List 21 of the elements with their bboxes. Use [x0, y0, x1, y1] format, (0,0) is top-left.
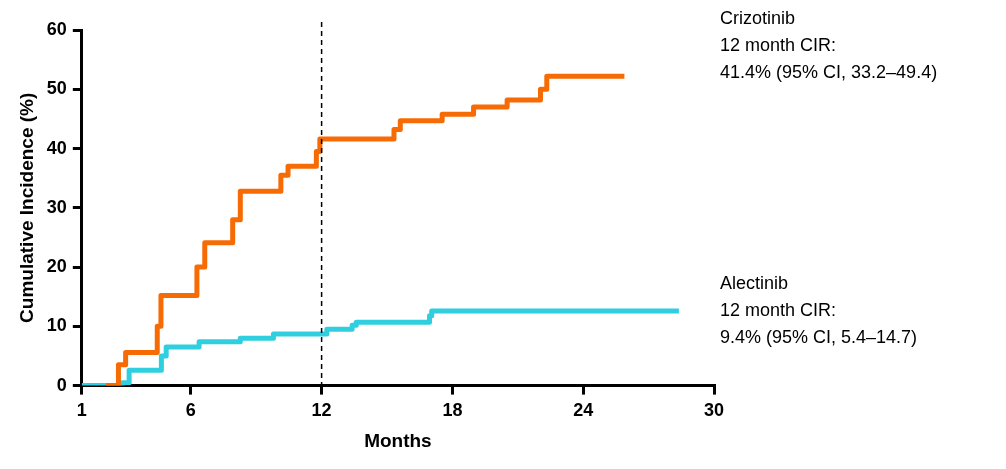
- text: 9.4% (95% CI, 5.4–14.7): [720, 326, 918, 347]
- y-tick-label: 20: [46, 256, 67, 277]
- x-tick-label: 1: [76, 400, 87, 421]
- text: Alectinib: [720, 272, 789, 293]
- y-tick-label: 10: [46, 315, 67, 336]
- text: 12 month CIR:: [720, 299, 837, 320]
- x-tick-label: 18: [442, 400, 463, 421]
- x-tick-label: 24: [573, 400, 594, 421]
- y-tick-label: 30: [46, 196, 67, 217]
- text: 41.4% (95% CI, 33.2–49.4): [720, 62, 938, 83]
- y-tick-label: 60: [46, 18, 67, 39]
- y-tick-label: 40: [46, 137, 67, 158]
- x-tick-label: 12: [311, 400, 332, 421]
- y-axis-title: Cumulative Incidence (%): [15, 92, 37, 323]
- y-tick-label: 0: [56, 374, 67, 395]
- x-tick-label: 6: [185, 400, 196, 421]
- text: Crizotinib: [720, 8, 796, 29]
- x-tick-label: 30: [703, 400, 725, 421]
- y-tick-label: 50: [46, 78, 67, 99]
- text: 12 month CIR:: [720, 35, 837, 56]
- x-axis-title: Months: [364, 429, 432, 451]
